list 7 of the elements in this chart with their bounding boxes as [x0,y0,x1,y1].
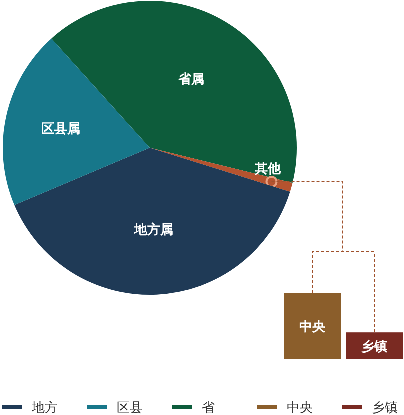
slice-label: 省属 [178,72,205,88]
slice-label: 地方属 [133,222,174,238]
slice-label: 其他 [254,162,282,177]
series-label: 中央 [300,320,326,335]
series-label: 乡镇 [362,338,388,355]
slice-label: 区县属 [42,122,81,138]
legend: 地方 区县 省 中央 乡镇 [2,401,398,415]
